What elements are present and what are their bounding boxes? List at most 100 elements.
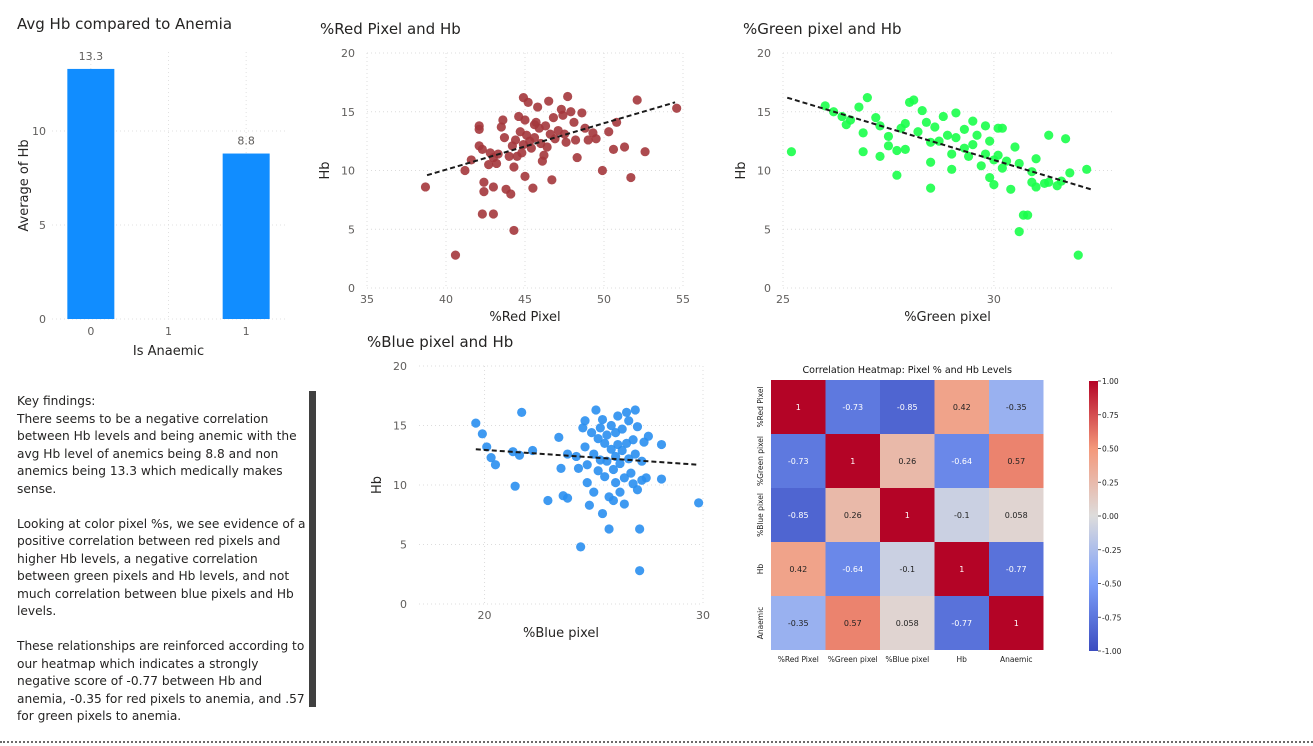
heatmap-cell: [880, 596, 935, 650]
data-point: [630, 449, 640, 459]
data-point: [624, 454, 634, 464]
heatmap-cell: [934, 542, 989, 596]
data-point: [619, 499, 629, 509]
heatmap-cell-label: 0.058: [896, 619, 919, 628]
heatmap-cell: [934, 434, 989, 488]
data-point: [577, 108, 587, 118]
trend-line: [475, 448, 699, 466]
data-point: [630, 405, 640, 415]
data-point: [484, 160, 494, 170]
y-tick-label: 0: [400, 598, 407, 611]
y-tick-label: 15: [393, 420, 407, 433]
data-point: [615, 487, 625, 497]
x-tick-label: 40: [439, 293, 453, 306]
data-point: [617, 424, 627, 434]
data-point: [1006, 184, 1016, 194]
data-point: [976, 161, 986, 171]
colorbar-tick-label: -0.25: [1102, 546, 1122, 555]
data-point: [589, 487, 599, 497]
data-point: [517, 148, 527, 158]
data-point: [561, 137, 571, 147]
data-point: [858, 147, 868, 157]
data-point: [558, 110, 568, 120]
heatmap-cell-label: -0.85: [897, 403, 918, 412]
y-tick-label: 20: [341, 47, 355, 60]
heatmap-cell-label: 1: [1014, 619, 1019, 628]
data-point: [921, 117, 932, 127]
x-tick-label: 25: [776, 293, 790, 306]
data-point: [510, 481, 520, 491]
data-point: [591, 405, 601, 415]
y-tick-label: 5: [39, 219, 46, 232]
data-point: [583, 135, 593, 145]
data-point: [520, 115, 530, 125]
y-axis-label: Hb: [370, 476, 385, 494]
data-point: [580, 416, 590, 426]
heatmap-cell-label: 0.57: [1007, 457, 1025, 466]
x-tick-label: 50: [597, 293, 611, 306]
data-point: [883, 131, 894, 142]
data-point: [572, 152, 582, 163]
y-axis-label: Hb: [318, 161, 333, 179]
heatmap-col-label: Anaemic: [1000, 655, 1033, 664]
x-tick-label: 30: [696, 609, 710, 622]
heatmap-cell-label: -0.77: [1006, 565, 1027, 574]
heatmap-cell: [771, 596, 826, 650]
colorbar-tick-label: 0.75: [1102, 411, 1119, 420]
green-scatter-title: %Green pixel and Hb: [743, 20, 902, 38]
data-point: [930, 122, 940, 132]
data-point: [635, 566, 645, 576]
data-point: [951, 108, 961, 118]
colorbar-tick-label: -1.00: [1102, 647, 1122, 656]
data-point: [573, 463, 584, 473]
heatmap-cell: [989, 488, 1044, 542]
data-point: [672, 103, 682, 113]
data-point: [997, 123, 1007, 133]
data-point: [926, 183, 936, 193]
bar-chart-title: Avg Hb compared to Anemia: [17, 15, 233, 33]
y-tick-label: 0: [764, 282, 771, 295]
heatmap-cell-label: -0.35: [788, 619, 809, 628]
data-point: [593, 433, 603, 444]
heatmap-col-label: %Blue pixel: [885, 655, 929, 664]
heatmap-cell: [771, 542, 826, 596]
heatmap-cell: [825, 542, 880, 596]
heatmap-cell: [880, 488, 935, 542]
data-point: [947, 149, 957, 159]
data-point: [1082, 164, 1092, 174]
data-point: [586, 428, 597, 438]
data-point: [613, 411, 623, 421]
bar: [222, 153, 270, 319]
y-tick-label: 0: [348, 282, 355, 295]
findings-paragraph-3: These relationships are reinforced accor…: [17, 639, 305, 723]
bar-data-label: 8.8: [237, 135, 255, 148]
findings-paragraph-2: Looking at color pixel %s, we see eviden…: [17, 516, 306, 619]
data-point: [892, 145, 902, 156]
heatmap-cell: [825, 596, 880, 650]
heatmap-cell-label: -0.73: [788, 457, 809, 466]
data-point: [900, 118, 910, 129]
x-axis-label: %Red Pixel: [489, 310, 560, 325]
data-point: [595, 423, 605, 433]
x-tick-label: 45: [518, 293, 532, 306]
data-point: [854, 102, 864, 112]
data-point: [479, 187, 489, 197]
y-tick-label: 10: [32, 125, 46, 138]
colorbar: [1089, 381, 1098, 651]
data-point: [619, 473, 629, 483]
data-point: [621, 407, 632, 418]
data-point: [582, 460, 592, 470]
heatmap-cell: [989, 596, 1044, 650]
data-point: [1010, 142, 1020, 152]
heatmap-cell: [771, 380, 826, 434]
findings-paragraph-1: Key findings: There seems to be a negati…: [17, 394, 297, 496]
data-point: [643, 431, 653, 441]
data-point: [947, 164, 957, 174]
blue-scatter-chart: 0 5 10 15 20 20 30 %Blue pixel Hb: [370, 360, 710, 641]
data-point: [913, 127, 923, 137]
data-point: [540, 121, 551, 131]
heatmap-cell-label: -0.77: [951, 619, 972, 628]
heatmap-cell: [989, 434, 1044, 488]
data-point: [509, 162, 519, 172]
heatmap-col-label: %Red Pixel: [778, 655, 819, 664]
